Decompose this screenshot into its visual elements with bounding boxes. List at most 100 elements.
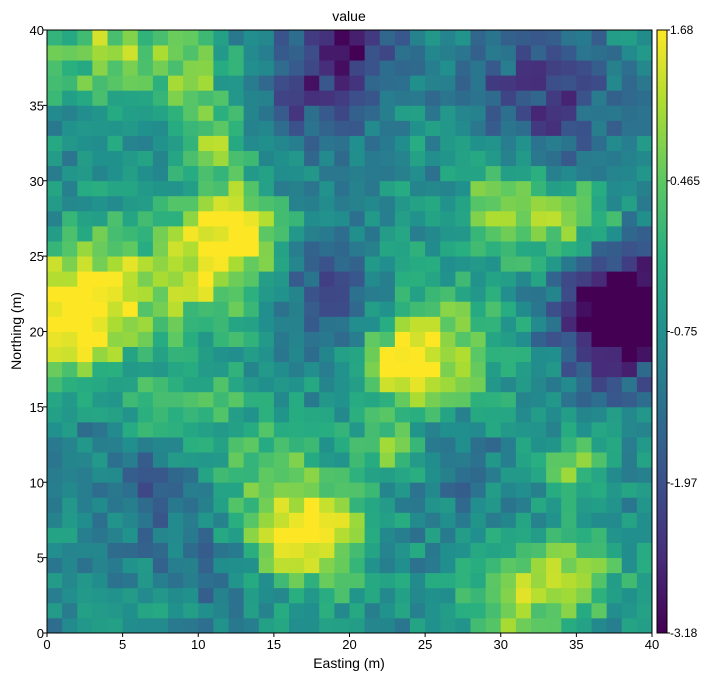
heatmap-cell [62,557,78,574]
heatmap-cell [47,210,63,227]
heatmap-cell [410,602,426,619]
heatmap-cell [152,421,169,438]
heatmap-cell [122,617,139,634]
heatmap-cell [440,482,456,498]
heatmap-cell [440,135,456,151]
heatmap-cell [576,406,592,423]
heatmap-cell [500,482,517,498]
heatmap-cell [636,180,653,197]
heatmap-cell [410,301,426,317]
heatmap-cell [394,30,411,46]
heatmap-cell [334,195,350,212]
heatmap-cell [198,225,214,242]
heatmap-cell [319,497,335,513]
heatmap-cell [425,512,441,528]
heatmap-cell [243,316,260,332]
heatmap-cell [62,225,78,242]
heatmap-cell [243,572,260,589]
heatmap-cell [546,165,562,182]
heatmap-cell [198,271,214,287]
heatmap-cell [455,572,471,589]
heatmap-cell [213,301,229,317]
heatmap-cell [636,361,653,378]
heatmap-cell [304,452,320,468]
heatmap-cell [319,557,335,574]
heatmap-cell [289,527,305,543]
heatmap-cell [485,316,502,332]
heatmap-cell [561,557,577,574]
heatmap-cell [334,135,350,151]
heatmap-cell [122,557,139,574]
heatmap-cell [228,105,245,121]
heatmap-cell [531,421,547,438]
heatmap-cell [243,542,260,559]
heatmap-cell [107,602,124,619]
heatmap-cell [531,135,547,151]
heatmap-cell [137,602,154,619]
heatmap-cell [137,557,154,574]
heatmap-cell [500,286,517,302]
heatmap-cell [228,316,245,332]
heatmap-cell [319,241,335,257]
heatmap-cell [349,467,366,483]
heatmap-cell [183,361,199,378]
heatmap-cell [107,557,124,574]
heatmap-cell [576,210,592,227]
heatmap-cell [137,331,154,347]
heatmap-cell [228,406,245,423]
heatmap-cell [470,60,487,76]
heatmap-cell [122,391,139,408]
heatmap-cell [455,135,471,151]
heatmap-cell [243,105,260,121]
heatmap-cell [425,391,441,408]
heatmap-cell [591,421,608,438]
heatmap-cell [440,316,456,332]
heatmap-cell [334,180,350,197]
heatmap-cell [168,391,184,408]
heatmap-cell [621,391,638,408]
heatmap-cell [470,421,487,438]
heatmap-cell [258,512,275,528]
heatmap-cell [606,482,623,498]
heatmap-cell [243,150,260,167]
heatmap-cell [183,542,199,559]
heatmap-cell [304,30,320,46]
heatmap-cell [410,587,426,604]
heatmap-cell [213,316,229,332]
heatmap-cell [243,437,260,453]
heatmap-cell [576,225,592,242]
heatmap-cell [455,376,471,393]
heatmap-cell [470,482,487,498]
heatmap-cell [334,527,350,543]
heatmap-cell [515,376,532,393]
heatmap-cell [621,572,638,589]
heatmap-cell [304,195,320,212]
heatmap-cell [500,527,517,543]
heatmap-cell [92,587,108,604]
heatmap-cell [621,286,638,302]
heatmap-cell [364,557,381,574]
heatmap-cell [394,346,411,363]
heatmap-cell [621,105,638,121]
heatmap-cell [62,180,78,197]
heatmap-cell [515,331,532,347]
heatmap-cell [198,90,214,106]
heatmap-cell [425,557,441,574]
heatmap-cell [515,301,532,317]
heatmap-cell [137,482,154,498]
heatmap-cell [168,45,184,61]
heatmap-cell [394,195,411,212]
heatmap-cell [77,452,93,468]
heatmap-cell [198,30,214,46]
heatmap-cell [364,45,381,61]
heatmap-cell [576,271,592,287]
y-tick-label: 30 [30,174,44,189]
heatmap-cell [349,376,366,393]
heatmap-cell [152,256,169,272]
heatmap-cell [152,225,169,242]
heatmap-cell [273,482,290,498]
heatmap-cell [198,406,214,423]
heatmap-cell [531,452,547,468]
heatmap-cell [243,482,260,498]
heatmap-cell [107,105,124,121]
